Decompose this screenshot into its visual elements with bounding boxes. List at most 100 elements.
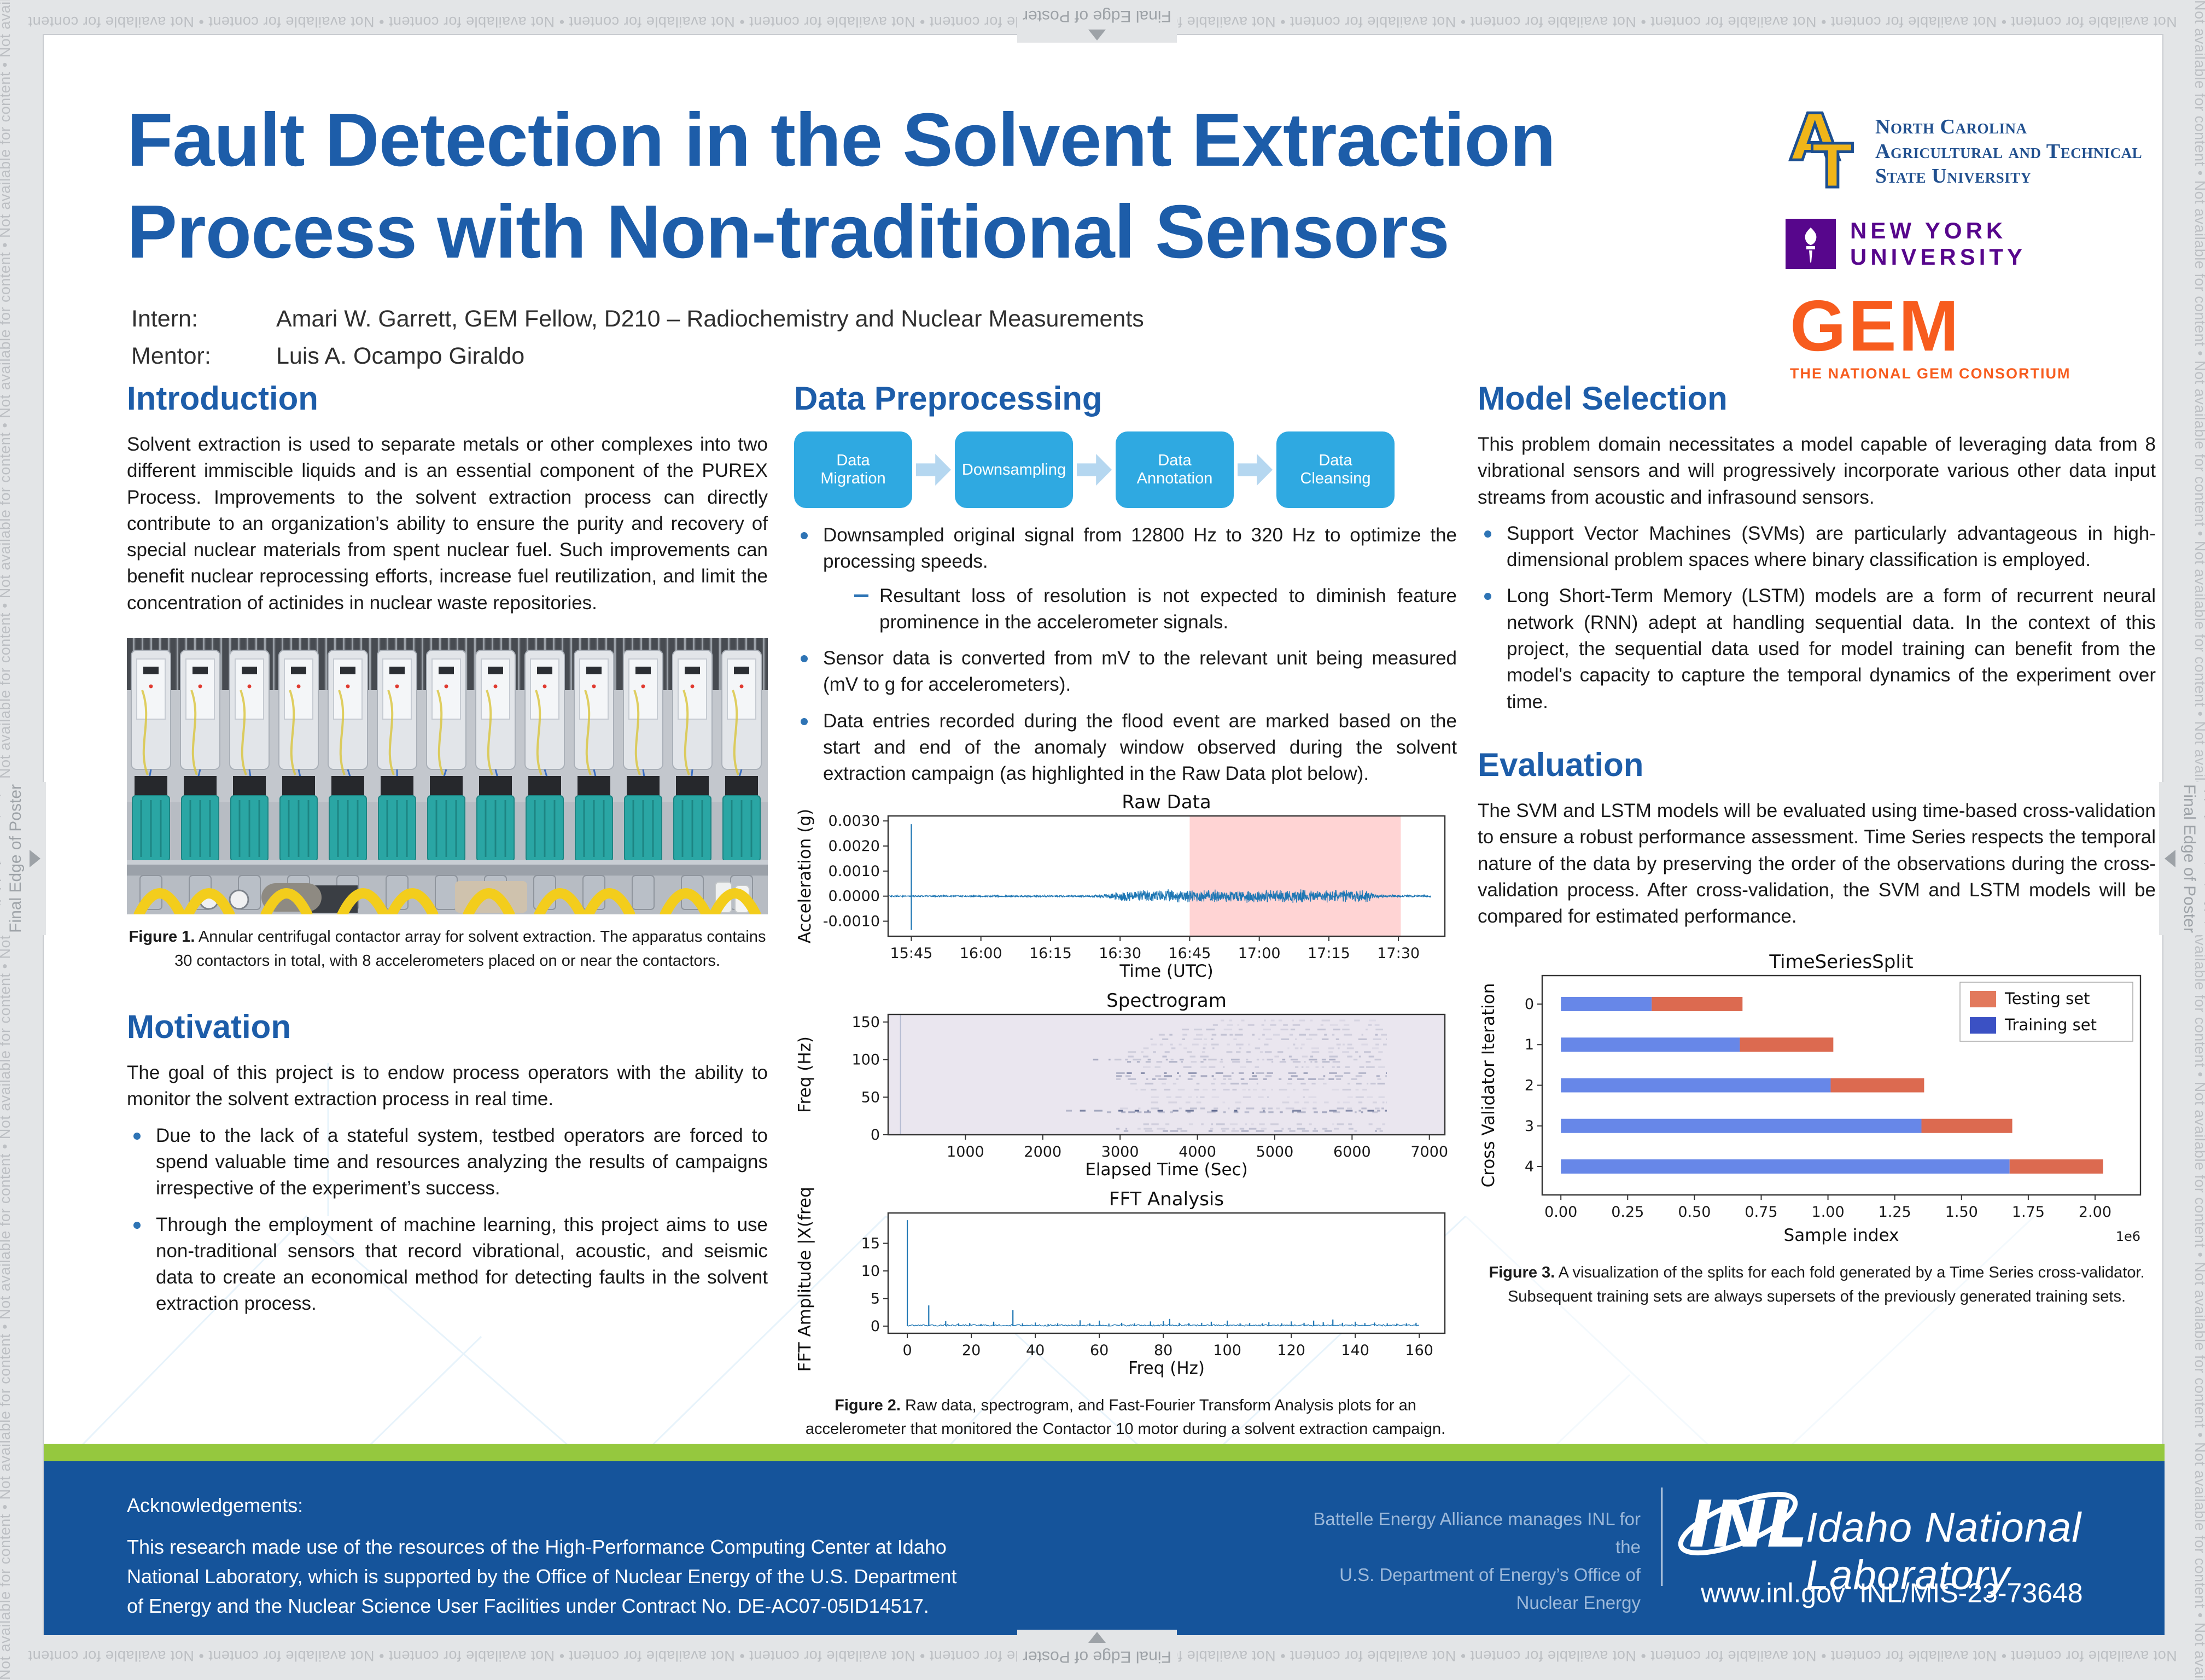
fft-analysis-chart: 0 20 40 60 80 100 120 140 160 0 5 10 15 FFT Analysis F… [794, 1174, 1457, 1383]
svg-text:Acceleration (g): Acceleration (g) [795, 808, 815, 943]
svg-text:Sample index: Sample index [1784, 1226, 1899, 1245]
flow-step: Data Annotation [1116, 431, 1234, 508]
svg-text:Freq (Hz): Freq (Hz) [1128, 1358, 1205, 1378]
svg-text:0.0010: 0.0010 [829, 863, 880, 880]
svg-text:0: 0 [1525, 996, 1534, 1013]
model-bullet: Long Short-Term Memory (LSTM) models are… [1478, 583, 2156, 715]
svg-text:0: 0 [871, 1318, 880, 1335]
svg-text:5: 5 [871, 1290, 880, 1307]
final-edge-marker-top: Final Edge of Poster [1017, 4, 1177, 43]
gem-logo: GEM THE NATIONAL GEM CONSORTIUM [1786, 290, 2146, 382]
svg-text:Training set: Training set [2004, 1016, 2097, 1034]
svg-text:60: 60 [1090, 1342, 1109, 1359]
mentor-label: Mentor: [131, 343, 211, 369]
svg-text:80: 80 [1154, 1342, 1172, 1359]
model-body: This problem domain necessitates a model… [1478, 434, 2156, 508]
svg-text:16:45: 16:45 [1169, 945, 1211, 962]
svg-text:INL: INL [1689, 1486, 1805, 1562]
svg-text:1000: 1000 [947, 1144, 984, 1160]
evaluation-heading: Evaluation [1478, 746, 1644, 783]
svg-text:2000: 2000 [1024, 1144, 1061, 1160]
poster-title: Fault Detection in the Solvent Extractio… [127, 98, 1556, 275]
battelle-note: Battelle Energy Alliance manages INL for… [1313, 1509, 1641, 1613]
footer-bar: Acknowledgements: This research made use… [44, 1461, 2165, 1635]
svg-text:1.50: 1.50 [1945, 1204, 1978, 1221]
motivation-bullet: Due to the lack of a stateful system, te… [127, 1123, 768, 1202]
bullet-dot-icon [1484, 593, 1491, 600]
evaluation-body: The SVM and LSTM models will be evaluate… [1478, 800, 2156, 928]
nyu-torch-icon [1786, 219, 1836, 269]
column-middle: Data Preprocessing Data Migration Downsam… [794, 380, 1457, 1442]
bullet-dot-icon [801, 655, 808, 663]
figure1-caption: Figure 1. Annular centrifugal contactor … [129, 928, 766, 970]
svg-text:1.75: 1.75 [2012, 1204, 2045, 1221]
svg-text:20: 20 [962, 1342, 981, 1359]
svg-text:17:15: 17:15 [1308, 945, 1350, 962]
svg-text:FFT Amplitude |X(freq)|: FFT Amplitude |X(freq)| [795, 1188, 815, 1372]
svg-text:-0.0010: -0.0010 [823, 913, 880, 930]
nyu-logo: NEW YORK UNIVERSITY [1786, 218, 2146, 270]
svg-text:16:30: 16:30 [1099, 945, 1141, 962]
svg-text:5000: 5000 [1256, 1144, 1294, 1160]
motivation-body: The goal of this project is to endow pro… [127, 1062, 768, 1110]
svg-text:4: 4 [1525, 1158, 1534, 1175]
svg-text:0.25: 0.25 [1611, 1204, 1644, 1221]
ncat-logo: A T North Carolina Agricultural and Tech… [1786, 101, 2146, 194]
svg-text:2: 2 [1525, 1077, 1534, 1094]
mentor-value: Luis A. Ocampo Giraldo [276, 343, 525, 369]
flow-step: Downsampling [955, 431, 1073, 508]
svg-text:120: 120 [1277, 1342, 1305, 1359]
raw-data-chart: 15:45 16:00 16:15 16:30 16:45 17:00 17:15 17:30… [794, 791, 1457, 986]
intern-label: Intern: [131, 306, 198, 332]
spectrogram-chart: 1000 2000 3000 4000 5000 6000 7000 0 50 100 150 Spe… [794, 989, 1457, 1185]
flow-arrow-icon [916, 454, 951, 486]
preprocessing-subbullet: Resultant loss of resolution is not expe… [794, 583, 1457, 636]
preprocessing-bullet: Data entries recorded during the flood e… [794, 708, 1457, 788]
svg-text:140: 140 [1341, 1342, 1369, 1359]
triangle-up-icon [1088, 1632, 1106, 1643]
motivation-heading: Motivation [127, 1008, 291, 1046]
flow-step: Data Cleansing [1276, 431, 1395, 508]
svg-text:FFT Analysis: FFT Analysis [1109, 1188, 1224, 1210]
acknowledgements-body: This research made use of the resources … [127, 1536, 957, 1617]
inl-doc-number: INL/MIS-23-73648 [1859, 1578, 2083, 1608]
inl-logo-icon: INL [1678, 1486, 1805, 1562]
inl-url: www.inl.gov [1701, 1578, 1845, 1608]
svg-text:17:00: 17:00 [1238, 945, 1281, 962]
svg-text:16:15: 16:15 [1029, 945, 1072, 962]
svg-text:6000: 6000 [1333, 1144, 1371, 1160]
bullet-dot-icon [133, 1221, 141, 1229]
svg-text:Freq (Hz): Freq (Hz) [795, 1036, 815, 1113]
acknowledgements-label: Acknowledgements: [127, 1494, 304, 1516]
svg-text:TimeSeriesSplit: TimeSeriesSplit [1769, 951, 1913, 973]
svg-text:100: 100 [851, 1051, 880, 1068]
svg-text:1.00: 1.00 [1812, 1204, 1845, 1221]
inl-wordmark: Idaho National Laboratory [1806, 1504, 2082, 1599]
svg-text:0.0020: 0.0020 [829, 838, 880, 855]
svg-text:160: 160 [1405, 1342, 1433, 1359]
dash-icon [854, 594, 868, 597]
svg-text:0.50: 0.50 [1678, 1204, 1711, 1221]
figure1-photo [127, 638, 768, 915]
model-heading: Model Selection [1478, 380, 1728, 417]
svg-text:0.00: 0.00 [1544, 1204, 1577, 1221]
bullet-dot-icon [801, 718, 808, 725]
flow-arrow-icon [1238, 454, 1273, 486]
intern-row: Intern: Amari W. Garrett, GEM Fellow, D2… [131, 306, 1144, 332]
svg-text:15:45: 15:45 [890, 945, 933, 962]
mentor-row: Mentor: Luis A. Ocampo Giraldo [131, 343, 524, 370]
intro-heading: Introduction [127, 380, 318, 417]
svg-text:4000: 4000 [1179, 1144, 1216, 1160]
flow-step: Data Migration [794, 431, 912, 508]
bullet-dot-icon [1484, 530, 1491, 538]
svg-text:100: 100 [1213, 1342, 1241, 1359]
final-edge-marker-left: Final Edge of Poster [1, 782, 46, 935]
svg-text:0: 0 [871, 1127, 880, 1144]
triangle-down-icon [1088, 30, 1106, 40]
svg-text:10: 10 [861, 1263, 880, 1280]
flow-arrow-icon [1077, 454, 1112, 486]
svg-text:16:00: 16:00 [960, 945, 1002, 962]
svg-text:0: 0 [903, 1342, 912, 1359]
preprocessing-heading: Data Preprocessing [794, 380, 1102, 417]
